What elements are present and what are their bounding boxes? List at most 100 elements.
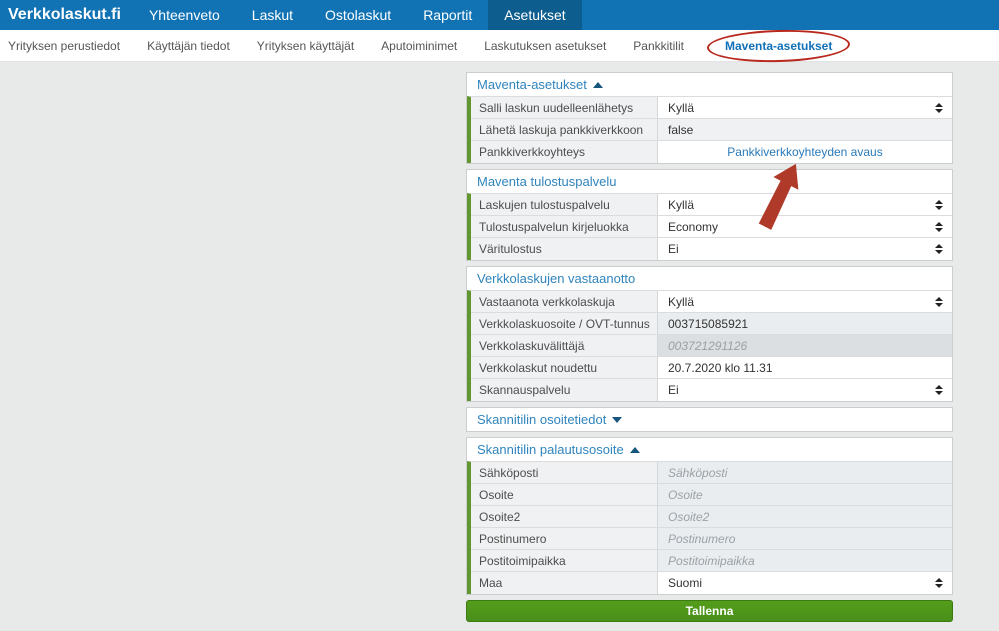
subnav-yrityksen-kayttajat[interactable]: Yrityksen käyttäjät bbox=[256, 38, 355, 53]
field-label: Väritulostus bbox=[471, 238, 658, 260]
table-row: Väritulostus Ei bbox=[471, 238, 952, 260]
tab-yhteenveto[interactable]: Yhteenveto bbox=[148, 7, 220, 23]
select-arrows-icon bbox=[935, 244, 943, 254]
field-label: Verkkolaskuvälittäjä bbox=[471, 335, 658, 356]
section-header-tulostuspalvelu[interactable]: Maventa tulostuspalvelu bbox=[467, 170, 952, 193]
postitoimipaikka-input[interactable] bbox=[658, 550, 952, 571]
table-row: Osoite bbox=[471, 484, 952, 506]
subnav-kayttajan-tiedot[interactable]: Käyttäjän tiedot bbox=[147, 38, 230, 53]
table-row: Verkkolaskut noudettu 20.7.2020 klo 11.3… bbox=[471, 357, 952, 379]
select-arrows-icon bbox=[935, 221, 943, 232]
maventa-settings-form: Maventa-asetukset Salli laskun uudelleen… bbox=[466, 72, 953, 622]
laheta-pankkiverkkoon-value: false bbox=[658, 119, 952, 140]
table-row: Laskujen tulostuspalvelu Kyllä bbox=[471, 194, 952, 216]
table-row: Osoite2 bbox=[471, 506, 952, 528]
save-button[interactable]: Tallenna bbox=[466, 600, 953, 622]
field-label: Sähköposti bbox=[471, 462, 658, 483]
section-title: Maventa-asetukset bbox=[477, 77, 587, 92]
field-label: Laskujen tulostuspalvelu bbox=[471, 194, 658, 215]
verkkolaskuvalittaja-input bbox=[658, 335, 952, 356]
section-title: Skannitilin osoitetiedot bbox=[477, 412, 607, 427]
table-row: Skannauspalvelu Ei bbox=[471, 379, 952, 401]
table-row: Tulostuspalvelun kirjeluokka Economy bbox=[471, 216, 952, 238]
subnav-laskutuksen-asetukset[interactable]: Laskutuksen asetukset bbox=[484, 38, 607, 53]
field-label: Salli laskun uudelleenlähetys bbox=[471, 97, 658, 118]
field-label: Pankkiverkkoyhteys bbox=[471, 141, 658, 163]
valittaja-cell bbox=[658, 335, 952, 356]
table-row: Pankkiverkkoyhteys Pankkiverkkoyhteyden … bbox=[471, 141, 952, 163]
field-label: Vastaanota verkkolaskuja bbox=[471, 291, 658, 312]
field-label: Tulostuspalvelun kirjeluokka bbox=[471, 216, 658, 237]
subnav-pankkitilit[interactable]: Pankkitilit bbox=[633, 38, 684, 53]
select-arrows-icon bbox=[935, 199, 943, 210]
kirjeluokka-select[interactable]: Economy bbox=[658, 216, 952, 237]
field-label: Lähetä laskuja pankkiverkkoon bbox=[471, 119, 658, 140]
maa-select[interactable]: Suomi bbox=[658, 572, 952, 594]
section-title: Skannitilin palautusosoite bbox=[477, 442, 624, 457]
field-label: Maa bbox=[471, 572, 658, 594]
table-row: Verkkolaskuosoite / OVT-tunnus bbox=[471, 313, 952, 335]
caret-up-icon bbox=[629, 446, 640, 453]
select-arrows-icon bbox=[935, 385, 943, 395]
table-row: Vastaanota verkkolaskuja Kyllä bbox=[471, 291, 952, 313]
field-label: Osoite bbox=[471, 484, 658, 505]
ovt-tunnus-cell bbox=[658, 313, 952, 334]
section-header-vastaanotto[interactable]: Verkkolaskujen vastaanotto bbox=[467, 267, 952, 290]
field-label: Osoite2 bbox=[471, 506, 658, 527]
section-maventa-tulostuspalvelu: Maventa tulostuspalvelu Laskujen tulostu… bbox=[466, 169, 953, 261]
postitoimipaikka-cell bbox=[658, 550, 952, 571]
table-row: Sähköposti bbox=[471, 462, 952, 484]
field-label: Postinumero bbox=[471, 528, 658, 549]
postinumero-cell bbox=[658, 528, 952, 549]
laskujen-tulostuspalvelu-select[interactable]: Kyllä bbox=[658, 194, 952, 215]
field-label: Verkkolaskuosoite / OVT-tunnus bbox=[471, 313, 658, 334]
field-label: Postitoimipaikka bbox=[471, 550, 658, 571]
section-verkkolaskujen-vastaanotto: Verkkolaskujen vastaanotto Vastaanota ve… bbox=[466, 266, 953, 402]
skannauspalvelu-select[interactable]: Ei bbox=[658, 379, 952, 401]
osoite-input[interactable] bbox=[658, 484, 952, 505]
section-title: Verkkolaskujen vastaanotto bbox=[477, 271, 636, 286]
table-row: Verkkolaskuvälittäjä bbox=[471, 335, 952, 357]
table-row: Postitoimipaikka bbox=[471, 550, 952, 572]
subnav-maventa-asetukset[interactable]: Maventa-asetukset bbox=[706, 27, 851, 64]
tab-raportit[interactable]: Raportit bbox=[423, 7, 473, 23]
subnav-yrityksen-perustiedot[interactable]: Yrityksen perustiedot bbox=[8, 38, 121, 53]
ovt-tunnus-input[interactable] bbox=[658, 313, 952, 334]
subnav-aputoiminimet[interactable]: Aputoiminimet bbox=[381, 38, 458, 53]
osoite-cell bbox=[658, 484, 952, 505]
section-skannitilin-palautusosoite: Skannitilin palautusosoite Sähköposti Os… bbox=[466, 437, 953, 595]
section-header-palautusosoite[interactable]: Skannitilin palautusosoite bbox=[467, 438, 952, 461]
top-navigation: Verkkolaskut.fi Yhteenveto Laskut Ostola… bbox=[0, 0, 999, 30]
table-row: Salli laskun uudelleenlähetys Kyllä bbox=[471, 97, 952, 119]
brand-logo[interactable]: Verkkolaskut.fi bbox=[8, 6, 121, 23]
field-label: Skannauspalvelu bbox=[471, 379, 658, 401]
section-header-osoitetiedot[interactable]: Skannitilin osoitetiedot bbox=[467, 408, 952, 431]
tab-asetukset[interactable]: Asetukset bbox=[488, 0, 582, 30]
pankkiverkkoyhteyden-avaus-link[interactable]: Pankkiverkkoyhteyden avaus bbox=[727, 145, 883, 159]
caret-up-icon bbox=[592, 81, 603, 88]
caret-down-icon bbox=[612, 416, 623, 423]
section-title: Maventa tulostuspalvelu bbox=[477, 174, 617, 189]
osoite2-input[interactable] bbox=[658, 506, 952, 527]
select-arrows-icon bbox=[935, 578, 943, 588]
section-maventa-asetukset: Maventa-asetukset Salli laskun uudelleen… bbox=[466, 72, 953, 164]
table-row: Maa Suomi bbox=[471, 572, 952, 594]
tab-ostolaskut[interactable]: Ostolaskut bbox=[325, 7, 392, 23]
salli-uudelleenlahetys-select[interactable]: Kyllä bbox=[658, 97, 952, 118]
subnav-maventa-label: Maventa-asetukset bbox=[724, 38, 833, 53]
field-label: Verkkolaskut noudettu bbox=[471, 357, 658, 378]
table-row: Postinumero bbox=[471, 528, 952, 550]
select-arrows-icon bbox=[935, 102, 943, 113]
sahkoposti-cell bbox=[658, 462, 952, 483]
vastaanota-verkkolaskuja-select[interactable]: Kyllä bbox=[658, 291, 952, 312]
tab-laskut[interactable]: Laskut bbox=[251, 7, 294, 23]
table-row: Lähetä laskuja pankkiverkkoon false bbox=[471, 119, 952, 141]
osoite2-cell bbox=[658, 506, 952, 527]
sahkoposti-input[interactable] bbox=[658, 462, 952, 483]
pankkiverkkoyhteys-cell: Pankkiverkkoyhteyden avaus bbox=[658, 141, 952, 163]
postinumero-input[interactable] bbox=[658, 528, 952, 549]
select-arrows-icon bbox=[935, 296, 943, 307]
section-skannitilin-osoitetiedot: Skannitilin osoitetiedot bbox=[466, 407, 953, 432]
varitulostus-select[interactable]: Ei bbox=[658, 238, 952, 260]
section-header-maventa-asetukset[interactable]: Maventa-asetukset bbox=[467, 73, 952, 96]
